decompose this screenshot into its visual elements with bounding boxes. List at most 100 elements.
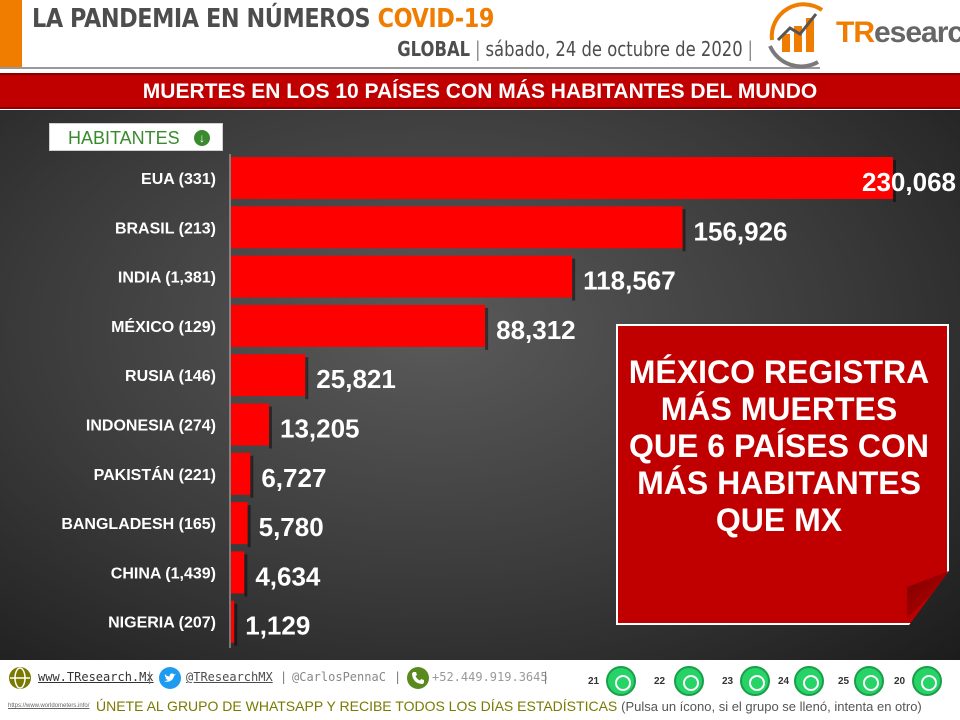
- category-label: BRASIL (213): [115, 220, 216, 237]
- data-label: 230,068: [862, 167, 956, 197]
- logo-text: TResearch: [836, 16, 960, 50]
- category-label: INDIA (1,381): [118, 270, 216, 287]
- bar-shadow: [250, 455, 254, 498]
- whatsapp-group-number: 25: [838, 676, 850, 687]
- legend-label: HABITANTES: [68, 128, 180, 148]
- source-link[interactable]: https://www.worldometers.info/: [8, 703, 90, 709]
- separator: |: [394, 670, 402, 684]
- bar-shadow: [572, 258, 576, 301]
- callout-line: MÉXICO REGISTRA: [628, 354, 930, 390]
- page-title: LA PANDEMIA EN NÚMEROS COVID-19: [32, 4, 494, 34]
- callout-box: [616, 324, 949, 625]
- logo-arc: [768, 45, 819, 69]
- twitter-icon[interactable]: [158, 666, 182, 690]
- logo-suffix: esearch: [874, 16, 960, 49]
- header-divider: [0, 67, 820, 69]
- bar-shadow: [485, 307, 489, 350]
- data-label: 6,727: [261, 463, 326, 493]
- data-label: 4,634: [255, 561, 321, 591]
- callout-line: QUE 6 PAÍSES CON: [629, 428, 929, 464]
- category-label: EUA (331): [141, 171, 216, 188]
- callout-note: MÉXICO REGISTRA MÁS MUERTES QUE 6 PAÍSES…: [616, 324, 949, 625]
- accent-bar: [0, 0, 22, 68]
- whatsapp-group-number: 24: [778, 676, 790, 687]
- website-link[interactable]: www.TResearch.Mx: [38, 670, 154, 684]
- region-label: GLOBAL: [397, 37, 471, 61]
- whatsapp-icon[interactable]: [606, 666, 636, 696]
- bar-shadow: [682, 209, 686, 252]
- bar: [231, 502, 248, 545]
- title-text: LA PANDEMIA EN NÚMEROS: [32, 4, 378, 34]
- separator: |: [747, 37, 754, 61]
- title-accent: COVID-19: [377, 4, 495, 34]
- cta-note: (Pulsa un ícono, si el grupo se llenó, i…: [621, 699, 922, 714]
- banner-title: MUERTES EN LOS 10 PAÍSES CON MÁS HABITAN…: [142, 80, 818, 103]
- logo-arc: [769, 2, 824, 41]
- whatsapp-group-number: 22: [654, 676, 666, 687]
- bar: [231, 354, 306, 397]
- whatsapp-cta: ÚNETE AL GRUPO DE WHATSAPP Y RECIBE TODO…: [96, 698, 922, 714]
- callout-line: QUE MX: [715, 502, 843, 538]
- header: LA PANDEMIA EN NÚMEROS COVID-19 GLOBAL | s…: [0, 0, 960, 70]
- logo-trend: [776, 13, 818, 42]
- bar: [231, 304, 486, 347]
- category-label: MÉXICO (129): [111, 317, 216, 336]
- category-label: PAKISTÁN (221): [94, 465, 216, 484]
- whatsapp-group-number: 20: [894, 676, 906, 687]
- bar-shadow: [247, 505, 251, 548]
- bar-shadow: [305, 357, 309, 400]
- whatsapp-icon[interactable]: [854, 666, 884, 696]
- data-label: 88,312: [496, 315, 576, 345]
- separator: |: [542, 670, 550, 684]
- category-label: RUSIA (146): [125, 368, 216, 385]
- data-label: 156,926: [694, 216, 788, 246]
- whatsapp-group-number: 21: [588, 676, 600, 687]
- bar: [231, 551, 245, 594]
- whatsapp-icon[interactable]: [674, 666, 704, 696]
- footer: www.TResearch.Mx | @TResearchMX | @Carlo…: [0, 660, 960, 720]
- date-label: sábado, 24 de octubre de 2020: [485, 37, 743, 61]
- callout-line: MÁS MUERTES: [660, 391, 898, 427]
- data-label: 1,129: [245, 611, 310, 641]
- whatsapp-icon[interactable]: [740, 666, 770, 696]
- whatsapp-icon[interactable]: [794, 666, 824, 696]
- cta-text: ÚNETE AL GRUPO DE WHATSAPP Y RECIBE TODO…: [96, 698, 618, 714]
- social-row: www.TResearch.Mx | @TResearchMX | @Carlo…: [8, 666, 958, 698]
- arrow-down-circle-icon: ↓: [194, 130, 210, 146]
- data-label: 13,205: [280, 414, 360, 444]
- tresearch-logo: [768, 2, 824, 69]
- category-label: BANGLADESH (165): [61, 516, 216, 533]
- category-label: INDONESIA (274): [86, 418, 216, 435]
- chart-banner: MUERTES EN LOS 10 PAÍSES CON MÁS HABITAN…: [0, 73, 960, 109]
- data-label: 25,821: [316, 364, 396, 394]
- bar: [231, 403, 269, 446]
- bar-chart: EUA (331) 230,068 BRASIL (213) 156,926 INDIA…: [61, 154, 956, 648]
- bar: [231, 255, 573, 298]
- bar: [231, 452, 251, 495]
- twitter-handle-2[interactable]: @CarlosPennaC: [292, 670, 386, 684]
- bar: [231, 600, 235, 643]
- bar-shadow: [234, 603, 238, 646]
- twitter-handle-link[interactable]: @TResearchMX: [186, 670, 273, 684]
- logo-prefix: TR: [836, 16, 875, 49]
- legend: HABITANTES ↓: [49, 123, 223, 151]
- bar: [231, 206, 683, 249]
- data-label: 118,567: [583, 266, 676, 296]
- subtitle: GLOBAL | sábado, 24 de octubre de 2020 |: [397, 37, 758, 61]
- whatsapp-icon[interactable]: [912, 666, 942, 696]
- bar-shadow: [268, 406, 272, 449]
- separator: |: [475, 37, 481, 61]
- separator: |: [146, 670, 154, 684]
- category-label: CHINA (1,439): [111, 565, 216, 582]
- bar: [231, 157, 893, 199]
- data-label: 5,780: [259, 512, 324, 542]
- callout-line: MÁS HABITANTES: [637, 465, 921, 501]
- category-label: NIGERIA (207): [108, 615, 216, 632]
- separator: |: [280, 670, 288, 684]
- bar-shadow: [244, 554, 248, 597]
- logo-bar: [782, 34, 790, 52]
- web-globe-icon: [9, 667, 31, 689]
- callout-text: MÉXICO REGISTRA MÁS MUERTES QUE 6 PAÍSES…: [624, 354, 934, 539]
- logo-bar: [806, 18, 814, 52]
- bar-shadow: [893, 160, 896, 202]
